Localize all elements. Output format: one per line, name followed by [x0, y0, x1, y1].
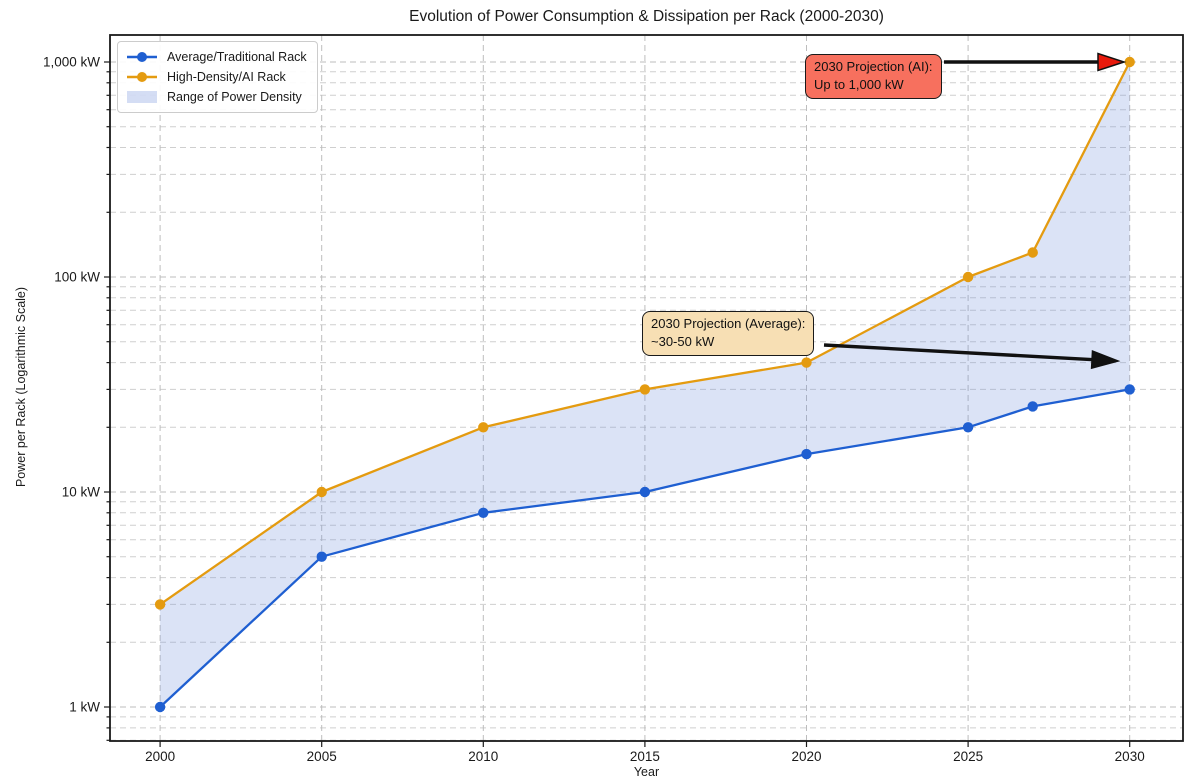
data-point: [639, 384, 651, 395]
data-point: [1027, 401, 1038, 412]
annotation-ai-2030: 2030 Projection (AI): Up to 1,000 kW: [805, 54, 942, 100]
data-point: [962, 271, 974, 283]
y-tick-label: 100 kW: [54, 270, 100, 285]
annotation-text-line: 2030 Projection (AI):: [814, 59, 933, 74]
x-tick-label: 2005: [307, 749, 337, 764]
data-point: [478, 422, 489, 433]
y-axis-label: Power per Rack (Logarithmic Scale): [14, 286, 28, 488]
data-point: [154, 599, 166, 610]
y-tick-label: 1 kW: [69, 700, 100, 715]
data-point: [1124, 384, 1135, 395]
data-point: [478, 507, 489, 518]
axis-ticks: [104, 61, 1131, 747]
data-point: [962, 422, 974, 433]
annotation-text-line: 2030 Projection (Average):: [651, 316, 806, 331]
grid-minor: [110, 71, 1183, 741]
data-point: [639, 486, 651, 498]
legend-label: Range of Power Density: [167, 90, 302, 104]
data-point: [316, 551, 327, 562]
legend-label: High-Density/AI Rack: [167, 70, 286, 84]
chart-title: Evolution of Power Consumption & Dissipa…: [409, 8, 884, 25]
legend-label: Average/Traditional Rack: [167, 50, 307, 64]
annotation-text-line: Up to 1,000 kW: [814, 77, 904, 93]
range-band: [160, 62, 1130, 707]
plot-border: [109, 34, 1184, 742]
data-point: [1027, 247, 1038, 258]
annotation-arrow-1: [823, 343, 1121, 370]
x-axis-label: Year: [633, 765, 660, 779]
series-average-traditional: [154, 384, 1135, 713]
data-point: [801, 448, 812, 460]
x-tick-label: 2015: [630, 749, 660, 764]
annotation-arrow-0: [944, 52, 1127, 72]
legend-line-swatch: [127, 52, 157, 62]
series-high-density-ai: [154, 56, 1135, 610]
annotation-text-line: ~30-50 kW: [651, 334, 715, 350]
x-tick-label: 2020: [791, 749, 821, 764]
legend-line-swatch: [127, 72, 157, 82]
y-tick-label: 10 kW: [62, 485, 101, 500]
legend-patch-swatch: [127, 91, 157, 103]
legend-item: Range of Power Density: [126, 87, 307, 107]
legend-item: High-Density/AI Rack: [126, 67, 307, 87]
data-point: [1124, 56, 1135, 68]
annotation-average-2030: 2030 Projection (Average): ~30-50 kW: [642, 311, 815, 357]
x-tick-label: 2025: [953, 749, 983, 764]
x-tick-label: 2010: [468, 749, 498, 764]
data-point: [316, 486, 327, 498]
tick-labels: 1 kW 10 kW 100 kW 1,000 kW 2000 2005 2010 2015 2…: [43, 55, 1145, 765]
x-tick-label: 2000: [145, 749, 175, 764]
legend: Average/Traditional Rack High-Density/AI …: [117, 41, 318, 113]
data-point: [154, 701, 166, 713]
x-tick-label: 2030: [1115, 749, 1145, 764]
data-point: [801, 357, 812, 368]
y-tick-label: 1,000 kW: [43, 55, 100, 70]
legend-item: Average/Traditional Rack: [126, 47, 307, 67]
